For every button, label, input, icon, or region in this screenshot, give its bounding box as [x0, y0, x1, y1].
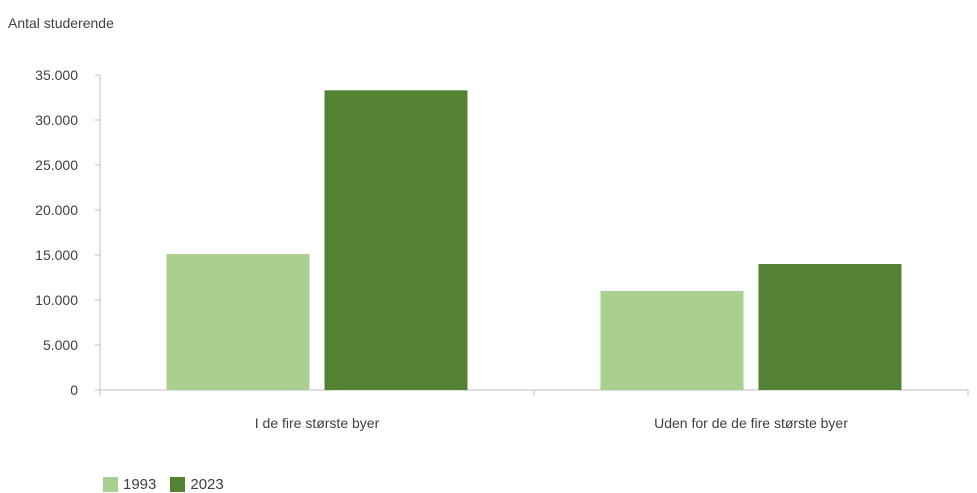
y-tick-label: 30.000 [35, 112, 78, 128]
y-axis-title: Antal studerende [8, 15, 114, 31]
legend-swatch-2023 [170, 477, 186, 492]
bar-2023-cat-0 [324, 90, 468, 391]
legend-label-2023: 2023 [190, 476, 224, 493]
legend-item-2023: 2023 [170, 476, 224, 493]
y-tick-label: 20.000 [35, 202, 78, 218]
y-axis-ticks: 0 5.000 10.000 15.000 20.000 25.000 30.000 35.0… [35, 67, 100, 398]
legend-item-1993: 1993 [103, 476, 156, 493]
category-labels: I de fire største byer Uden for de de fir… [99, 390, 969, 431]
y-tick-label: 10.000 [35, 292, 78, 308]
y-tick-label: 5.000 [43, 337, 78, 353]
legend-label-1993: 1993 [123, 476, 157, 493]
legend-swatch-1993 [103, 477, 118, 492]
x-category-label: Uden for de de fire største byer [654, 415, 848, 431]
bar-1993-cat-0 [166, 254, 310, 390]
y-tick-label: 15.000 [35, 247, 78, 263]
y-tick-label: 0 [70, 382, 78, 398]
y-tick-label: 35.000 [35, 67, 78, 83]
legend: 1993 2023 [103, 476, 238, 493]
y-tick-label: 25.000 [35, 157, 78, 173]
bars-group [166, 90, 902, 391]
bar-1993-cat-1 [600, 291, 744, 390]
bar-2023-cat-1 [758, 264, 902, 390]
x-category-label: I de fire største byer [255, 415, 380, 431]
